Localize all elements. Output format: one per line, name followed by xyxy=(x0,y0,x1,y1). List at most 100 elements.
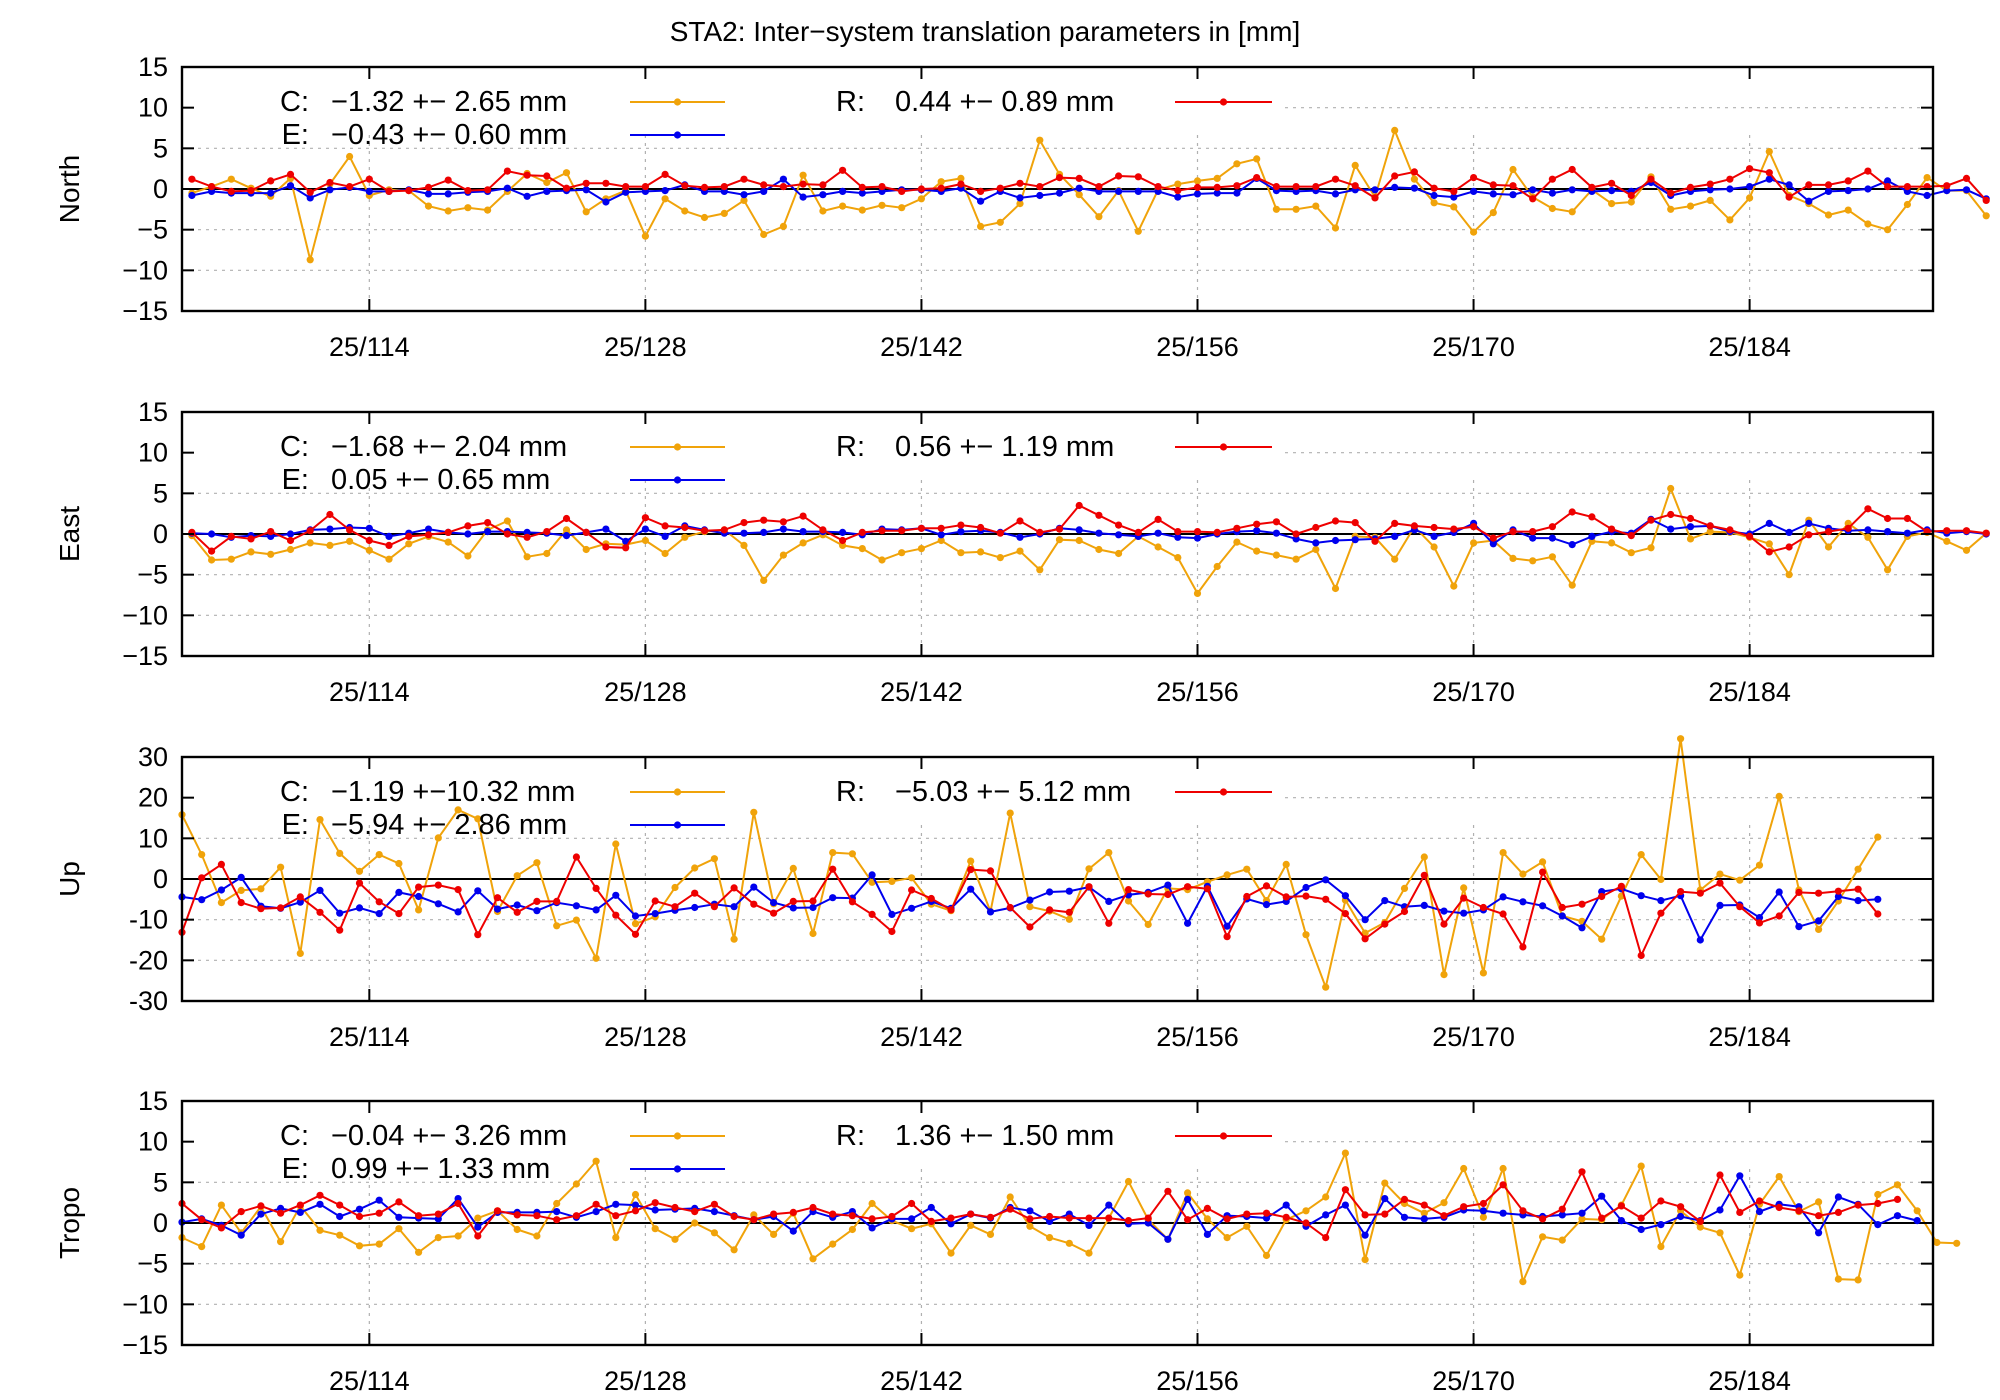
data-point xyxy=(651,1206,659,1214)
data-point xyxy=(562,514,571,523)
data-point xyxy=(1726,526,1734,534)
data-point xyxy=(1272,529,1280,537)
x-tick-label: 25/156 xyxy=(1156,1366,1239,1396)
data-point xyxy=(553,897,561,906)
x-tick-label: 25/156 xyxy=(1156,677,1239,707)
data-point xyxy=(1923,174,1931,182)
data-point xyxy=(306,539,314,547)
data-point xyxy=(267,528,275,536)
data-point xyxy=(582,179,590,187)
legend-stat-r: −5.03 +− 5.12 mm xyxy=(895,776,1131,808)
data-point xyxy=(760,516,768,524)
data-point xyxy=(1391,519,1399,528)
data-point xyxy=(819,191,827,199)
data-point xyxy=(415,1248,423,1256)
data-point xyxy=(1046,888,1054,896)
legend-stat-c: −1.19 +−10.32 mm xyxy=(331,776,575,808)
data-point xyxy=(1400,1195,1409,1203)
data-point xyxy=(720,526,728,534)
data-point xyxy=(188,191,196,200)
data-point xyxy=(1539,858,1547,866)
data-point xyxy=(306,188,314,196)
legend: C: −0.04 +− 3.26 mm E: 0.99 +− 1.33 mm R: 1.3… xyxy=(280,1120,1272,1185)
data-point xyxy=(1686,523,1695,531)
data-point xyxy=(1864,505,1872,513)
data-point xyxy=(1203,1230,1211,1238)
data-point xyxy=(1657,1243,1665,1251)
y-tick-label: −10 xyxy=(122,1289,168,1319)
y-tick-label: −5 xyxy=(137,560,168,590)
data-point xyxy=(592,906,600,914)
x-tick-label: 25/142 xyxy=(880,1366,963,1396)
data-point xyxy=(1815,917,1823,925)
data-point xyxy=(1509,182,1517,190)
data-point xyxy=(1410,168,1418,176)
data-point xyxy=(779,183,788,191)
data-point xyxy=(799,180,807,188)
data-point xyxy=(1953,1239,1961,1247)
data-point xyxy=(1233,538,1241,546)
data-point xyxy=(1913,1217,1921,1225)
data-point xyxy=(1489,190,1497,198)
data-point xyxy=(1746,165,1754,173)
data-point xyxy=(1617,882,1625,890)
data-point xyxy=(1371,186,1379,194)
data-point xyxy=(267,550,275,558)
data-point xyxy=(336,909,344,917)
data-point xyxy=(415,883,423,891)
legend-key-e: E: xyxy=(282,464,309,496)
data-point xyxy=(977,222,985,230)
legend: C: −1.68 +− 2.04 mm E: 0.05 +− 0.65 mm R: 0.5… xyxy=(280,431,1272,496)
data-point xyxy=(671,903,679,911)
data-point xyxy=(986,1230,995,1238)
data-point xyxy=(691,1219,699,1227)
data-point xyxy=(858,206,866,214)
data-point xyxy=(1558,1236,1566,1244)
series-r xyxy=(178,1168,1902,1242)
data-point xyxy=(760,528,768,537)
grid-lines xyxy=(182,452,1933,656)
data-point xyxy=(1361,1211,1369,1219)
data-point xyxy=(208,547,216,555)
data-point xyxy=(484,186,492,194)
data-point xyxy=(1075,526,1083,534)
data-point xyxy=(227,555,235,563)
x-tick-label: 25/184 xyxy=(1708,677,1791,707)
data-point xyxy=(424,525,433,533)
data-point xyxy=(977,548,985,556)
data-point xyxy=(1282,1201,1290,1209)
data-point xyxy=(937,178,945,186)
data-point xyxy=(385,187,393,195)
data-point xyxy=(829,849,837,857)
data-point xyxy=(1400,1213,1409,1221)
data-point xyxy=(1272,183,1280,191)
data-point xyxy=(651,910,659,918)
data-point xyxy=(898,527,906,535)
y-axis-label: Tropo xyxy=(54,1187,85,1259)
data-point xyxy=(1962,174,1971,182)
data-point xyxy=(247,535,255,543)
data-point xyxy=(730,884,738,892)
data-point xyxy=(336,926,344,934)
legend-marker-c xyxy=(673,443,682,451)
legend-key-c: C: xyxy=(280,776,309,808)
data-point xyxy=(1686,202,1695,210)
data-point xyxy=(1647,175,1655,183)
data-point xyxy=(681,533,689,541)
data-point xyxy=(1627,532,1635,540)
data-point xyxy=(1233,524,1241,532)
data-point xyxy=(1371,194,1379,202)
data-point xyxy=(1016,179,1024,187)
legend-stat-e: 0.99 +− 1.33 mm xyxy=(331,1153,550,1185)
data-point xyxy=(474,1214,482,1222)
data-point xyxy=(1479,903,1487,912)
data-point xyxy=(1893,1212,1902,1220)
data-point xyxy=(1331,584,1340,593)
x-tick-label: 25/170 xyxy=(1432,677,1515,707)
data-point xyxy=(1331,224,1340,232)
data-point xyxy=(1174,193,1182,201)
y-tick-label: 10 xyxy=(138,93,168,123)
data-point xyxy=(1105,919,1113,927)
data-point xyxy=(306,527,314,535)
